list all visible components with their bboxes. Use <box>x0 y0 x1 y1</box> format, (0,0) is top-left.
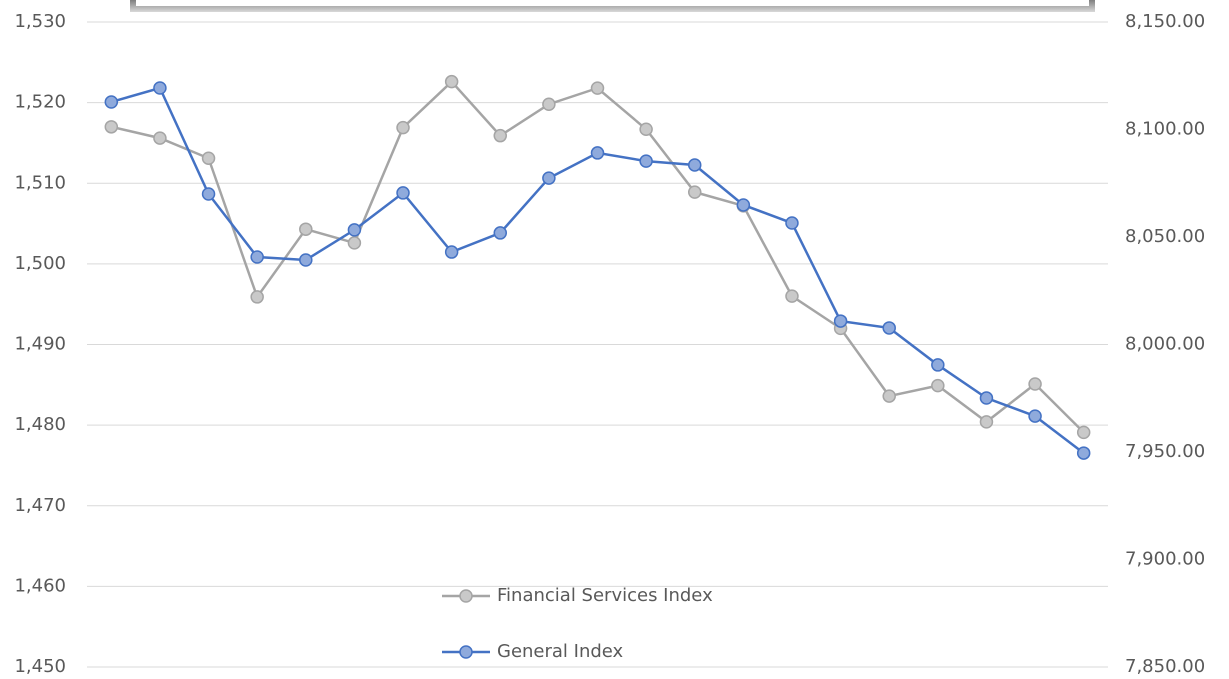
marker <box>785 216 799 230</box>
y2-tick-label: 8,000.00 <box>1125 334 1205 355</box>
marker <box>639 154 653 168</box>
marker <box>542 171 556 185</box>
y-tick-label: 1,530 <box>14 11 66 32</box>
marker <box>1028 409 1042 423</box>
marker <box>542 97 556 111</box>
marker <box>931 358 945 372</box>
marker <box>687 185 702 199</box>
marker <box>201 151 216 166</box>
title-box <box>136 0 1089 6</box>
marker <box>1076 446 1091 460</box>
marker <box>687 158 702 172</box>
marker <box>882 389 896 403</box>
marker <box>153 131 167 145</box>
y-tick-label: 1,450 <box>14 656 66 677</box>
marker <box>250 250 264 264</box>
marker <box>785 289 799 303</box>
marker <box>639 122 653 136</box>
marker <box>347 223 362 237</box>
y2-tick-label: 7,850.00 <box>1125 656 1205 677</box>
marker <box>250 290 264 304</box>
marker <box>833 314 848 328</box>
marker <box>396 120 410 135</box>
marker <box>1076 425 1091 440</box>
marker <box>104 120 119 134</box>
y-tick-label: 1,460 <box>14 575 66 596</box>
marker <box>590 146 605 160</box>
marker <box>347 236 362 250</box>
marker <box>104 95 119 109</box>
y-tick-label: 1,490 <box>14 334 66 355</box>
marker <box>979 391 994 405</box>
marker <box>882 321 896 335</box>
legend-label: Financial Services Index <box>497 585 713 606</box>
y2-tick-label: 8,100.00 <box>1125 119 1205 140</box>
marker <box>444 74 459 89</box>
legend-marker <box>459 589 473 603</box>
marker <box>201 187 216 201</box>
legend-marker <box>459 645 473 659</box>
marker <box>299 222 313 236</box>
marker <box>299 253 313 267</box>
y-tick-label: 1,470 <box>14 495 66 516</box>
y-tick-label: 1,510 <box>14 172 66 193</box>
y2-tick-label: 7,950.00 <box>1125 441 1205 462</box>
marker <box>590 81 605 95</box>
marker <box>444 245 459 259</box>
marker <box>153 81 167 95</box>
marker <box>1028 377 1042 391</box>
y-tick-label: 1,500 <box>14 253 66 274</box>
y-tick-label: 1,520 <box>14 92 66 113</box>
marker <box>931 378 945 393</box>
y-tick-label: 1,480 <box>14 414 66 435</box>
legend-label: General Index <box>497 641 624 662</box>
y2-tick-label: 7,900.00 <box>1125 549 1205 570</box>
marker <box>979 415 994 429</box>
marker <box>736 198 751 212</box>
marker <box>493 128 508 143</box>
y2-tick-label: 8,150.00 <box>1125 11 1205 32</box>
y2-tick-label: 8,050.00 <box>1125 226 1205 247</box>
marker <box>493 226 508 240</box>
series-line <box>110 86 1085 455</box>
marker <box>396 186 410 200</box>
